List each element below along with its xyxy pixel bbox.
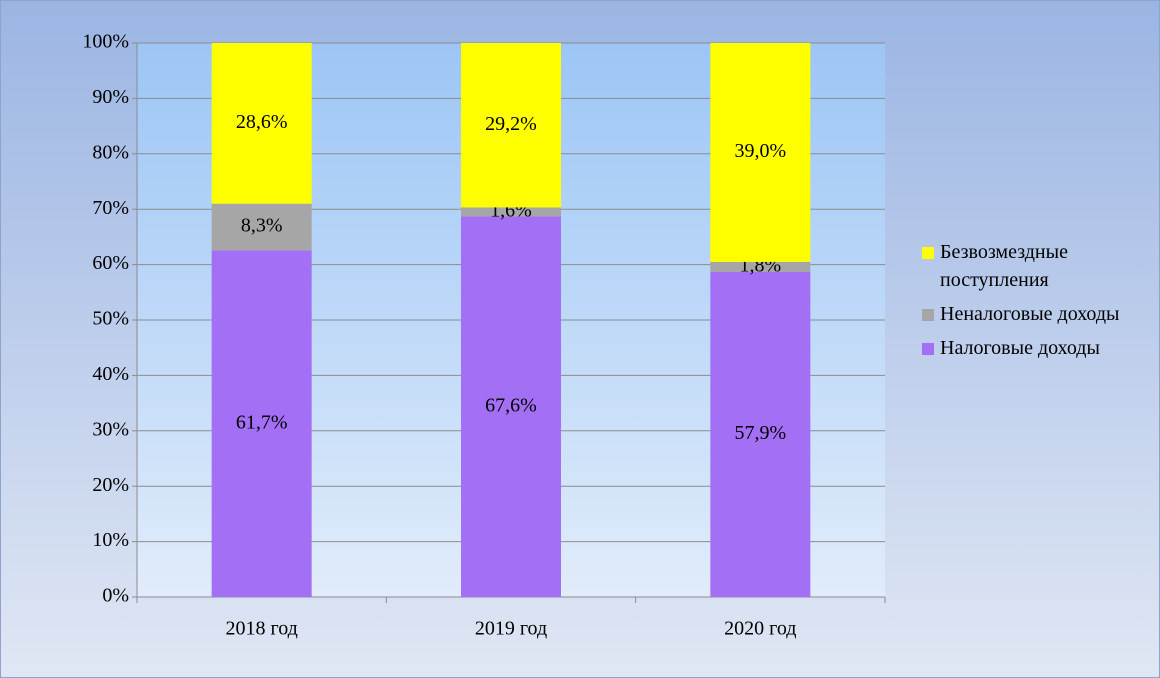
legend: Безвозмездные поступления Неналоговые дох…	[918, 238, 1158, 368]
legend-label: Налоговые доходы	[940, 337, 1100, 359]
x-tick-label: 2018 год	[226, 618, 298, 640]
y-tick-label: 100%	[82, 31, 129, 53]
data-label: 8,3%	[241, 215, 283, 237]
legend-swatch	[922, 309, 934, 321]
bar-segment	[710, 43, 811, 262]
x-tick-label: 2019 год	[475, 618, 547, 640]
legend-item: Налоговые доходы	[918, 334, 1158, 362]
bar-segment	[211, 203, 312, 251]
bar-segment	[211, 250, 312, 597]
bar-segment	[461, 216, 561, 598]
y-tick-label: 70%	[92, 197, 129, 219]
legend-item: Безвозмездные поступления	[918, 238, 1158, 294]
y-tick-label: 50%	[92, 308, 129, 330]
data-label: 57,9%	[734, 422, 786, 444]
legend-label: Безвозмездные поступления	[940, 241, 1068, 291]
data-label: 28,6%	[236, 111, 288, 133]
data-label: 39,0%	[734, 140, 786, 162]
legend-swatch	[922, 247, 934, 259]
legend-label: Неналоговые доходы	[940, 303, 1120, 325]
data-label: 61,7%	[236, 411, 288, 433]
data-label: 29,2%	[485, 113, 537, 135]
y-tick-label: 10%	[92, 529, 129, 551]
y-tick-label: 20%	[92, 474, 129, 496]
legend-item: Неналоговые доходы	[918, 300, 1158, 328]
data-label: 67,6%	[485, 394, 537, 416]
bar-segment	[461, 207, 561, 217]
y-tick-label: 60%	[92, 252, 129, 274]
bar-segment	[710, 272, 811, 597]
y-tick-label: 80%	[92, 141, 129, 163]
x-tick-label: 2020 год	[724, 618, 796, 640]
bar-segment	[710, 261, 811, 273]
y-tick-label: 90%	[92, 86, 129, 108]
y-tick-label: 0%	[102, 585, 129, 607]
legend-swatch	[922, 343, 934, 355]
bar-segment	[211, 43, 312, 204]
y-tick-label: 40%	[92, 363, 129, 385]
y-tick-label: 30%	[92, 418, 129, 440]
bar-segment	[461, 43, 561, 208]
